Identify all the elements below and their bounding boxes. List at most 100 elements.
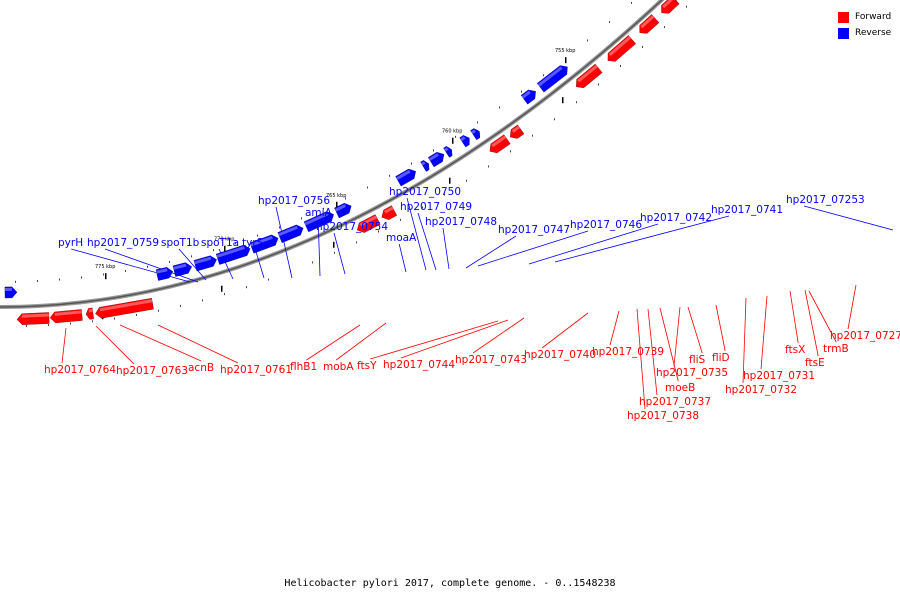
gene-label: hp2017_0754 bbox=[316, 221, 388, 233]
forward-gene-arrow bbox=[607, 35, 636, 62]
major-tick bbox=[224, 245, 226, 252]
leader-line bbox=[119, 324, 202, 362]
minor-tick bbox=[15, 280, 16, 283]
forward-gene-arrow bbox=[95, 298, 154, 319]
leader-line bbox=[659, 307, 679, 382]
leader-line bbox=[465, 235, 517, 269]
gene-label: trmB bbox=[823, 343, 849, 355]
minor-tick bbox=[202, 299, 203, 302]
leader-line bbox=[687, 306, 703, 354]
leader-line bbox=[317, 218, 321, 277]
gene-label: hp2017_0764 bbox=[44, 364, 116, 376]
minor-tick bbox=[246, 286, 247, 289]
gene-labels: pyrH hp2017_0759 spoT1b spoT1a tyrS hp2017_07… bbox=[44, 186, 900, 422]
gene-label: hp2017_0727 bbox=[830, 330, 900, 342]
gene-label: spoT1a bbox=[201, 237, 239, 249]
leader-line bbox=[406, 197, 427, 271]
gene-label: hp2017_0763 bbox=[116, 365, 188, 377]
minor-tick bbox=[26, 324, 27, 327]
leader-line bbox=[71, 248, 191, 283]
forward-gene-arrow bbox=[576, 63, 603, 89]
leader-line bbox=[254, 248, 265, 279]
minor-tick bbox=[477, 121, 478, 124]
major-tick bbox=[562, 97, 564, 104]
minor-tick bbox=[158, 309, 159, 312]
minor-tick bbox=[268, 278, 269, 281]
gene-label: tyrS bbox=[242, 237, 264, 249]
gene-label: moeB bbox=[665, 382, 695, 394]
legend: Forward Reverse bbox=[838, 9, 891, 41]
reverse-gene-arrow bbox=[520, 89, 536, 105]
minor-tick bbox=[444, 193, 445, 196]
major-tick bbox=[333, 241, 335, 248]
minor-tick bbox=[37, 280, 38, 283]
minor-tick bbox=[587, 39, 588, 42]
leader-line bbox=[398, 243, 407, 273]
minor-tick bbox=[114, 317, 115, 320]
minor-tick bbox=[620, 65, 621, 68]
legend-forward: Forward bbox=[838, 9, 891, 25]
minor-tick bbox=[345, 197, 346, 200]
minor-tick bbox=[279, 226, 280, 229]
minor-tick bbox=[48, 324, 49, 327]
gene-label: moaA bbox=[386, 232, 417, 244]
gene-label: hp2017_0748 bbox=[425, 216, 497, 228]
leader-line bbox=[275, 206, 293, 279]
minor-tick bbox=[411, 162, 412, 165]
leader-line bbox=[335, 322, 387, 361]
legend-reverse-label: Reverse bbox=[855, 28, 892, 38]
minor-tick bbox=[598, 83, 599, 86]
minor-tick bbox=[235, 242, 236, 245]
gene-label: hp2017_0739 bbox=[592, 346, 664, 358]
gene-label: hp2017_0740 bbox=[524, 349, 596, 361]
minor-tick bbox=[499, 106, 500, 109]
minor-tick bbox=[191, 255, 192, 258]
tick-label: 770 kbp bbox=[214, 237, 234, 243]
minor-tick bbox=[466, 179, 467, 182]
forward-gene-arrow bbox=[510, 124, 525, 139]
minor-tick bbox=[301, 217, 302, 220]
leader-line bbox=[417, 212, 437, 271]
leader-line bbox=[609, 310, 620, 346]
minor-tick bbox=[257, 234, 258, 237]
map-caption: Helicobacter pylori 2017, complete genom… bbox=[284, 578, 616, 589]
minor-tick bbox=[422, 206, 423, 209]
minor-tick bbox=[224, 293, 225, 296]
forward-gene-arrow bbox=[85, 307, 94, 320]
reverse-gene-arrow bbox=[334, 202, 352, 219]
minor-tick bbox=[664, 26, 665, 29]
leader-line bbox=[157, 324, 239, 364]
minor-tick bbox=[92, 320, 93, 323]
leader-line bbox=[673, 306, 681, 367]
gene-label: hp2017_0737 bbox=[639, 396, 711, 408]
genome-axis bbox=[0, 0, 665, 309]
minor-tick bbox=[147, 265, 148, 268]
reverse-gene-arrow bbox=[395, 168, 416, 187]
reverse-gene-arrow bbox=[427, 152, 445, 168]
tick-label: 755 kbp bbox=[555, 48, 575, 54]
gene-label: hp2017_0735 bbox=[656, 367, 728, 379]
minor-tick bbox=[631, 1, 632, 4]
major-tick bbox=[105, 273, 107, 280]
leader-line bbox=[636, 308, 646, 410]
leader-line bbox=[541, 312, 589, 349]
minor-tick bbox=[532, 134, 533, 137]
minor-tick bbox=[81, 276, 82, 279]
leader-line bbox=[104, 248, 199, 283]
major-tick bbox=[449, 177, 451, 184]
gene-label: hp2017_0732 bbox=[725, 384, 797, 396]
label-leader-lines bbox=[61, 197, 894, 410]
leader-line bbox=[477, 230, 589, 267]
minor-tick bbox=[576, 101, 577, 104]
minor-tick bbox=[609, 21, 610, 24]
gene-label: hp2017_0759 bbox=[87, 237, 159, 249]
forward-gene-arrow bbox=[661, 0, 680, 14]
forward-gene-arrow bbox=[639, 14, 660, 34]
gene-label: mobA bbox=[323, 361, 354, 373]
minor-tick bbox=[136, 313, 137, 316]
leader-line bbox=[528, 223, 659, 265]
forward-gene-arrow bbox=[49, 309, 83, 324]
leader-line bbox=[333, 232, 346, 275]
reverse-gene-arrow bbox=[215, 244, 251, 265]
